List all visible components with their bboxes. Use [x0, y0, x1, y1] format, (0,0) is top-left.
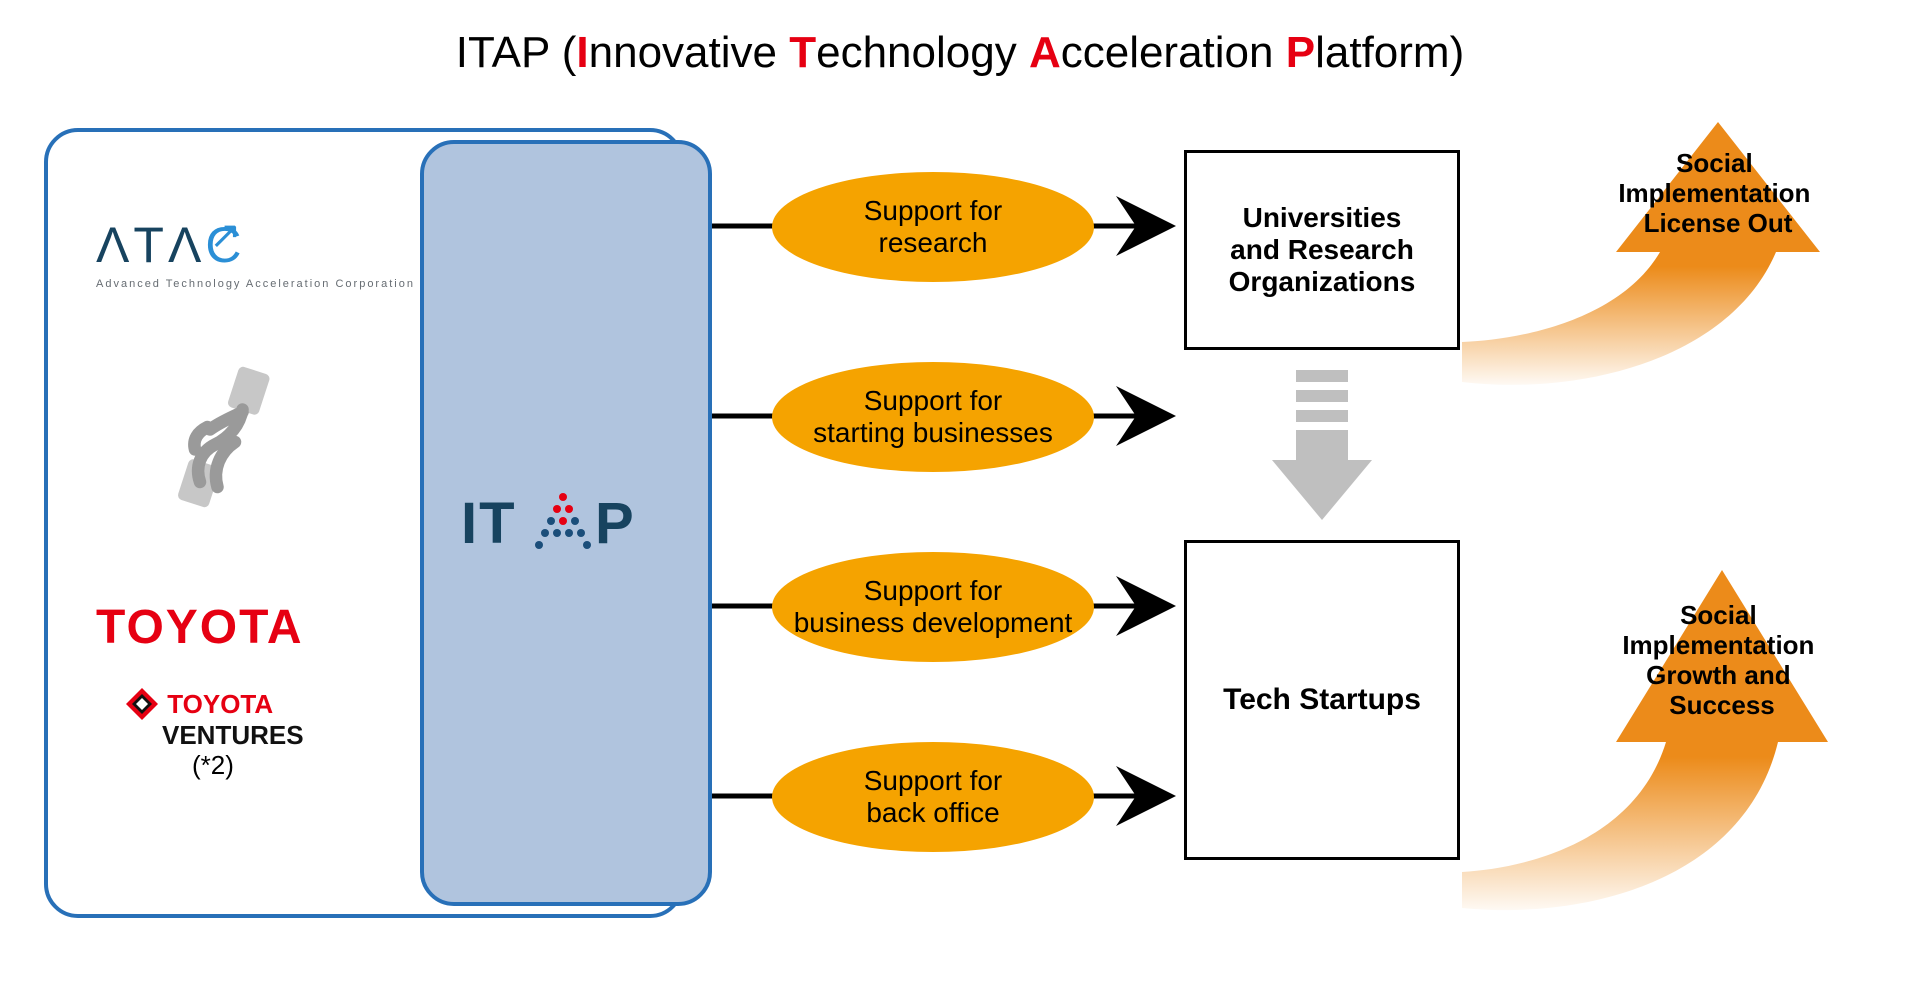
swoosh-arrow-bottom: Social Implementation Growth and Success: [0, 0, 1920, 982]
diagram-canvas: ITAP (Innovative Technology Acceleration…: [0, 0, 1920, 982]
